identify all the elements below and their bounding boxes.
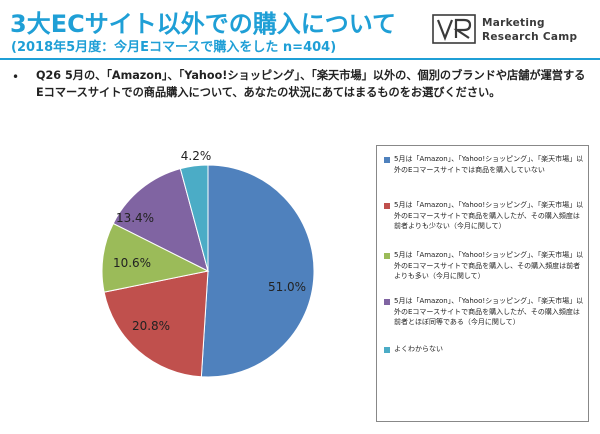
legend-label-5: よくわからない xyxy=(394,345,443,353)
question-bullet: • xyxy=(12,70,20,84)
logo-line1: Marketing xyxy=(482,17,545,29)
pie-slice-1 xyxy=(200,164,315,378)
pie-slice-2 xyxy=(103,270,209,378)
legend-label-2: 5月は「Amazon」、「Yahoo!ショッピング」、「楽天市場」以外のEコマー… xyxy=(394,201,584,231)
pie-slice-label-5: 4.2% xyxy=(181,149,212,163)
legend-label-3: 5月は「Amazon」、「Yahoo!ショッピング」、「楽天市場」以外のEコマー… xyxy=(394,251,584,281)
pie-slice-label-3: 10.6% xyxy=(113,256,151,270)
legend-swatch-1 xyxy=(384,157,390,163)
pie-slice-5 xyxy=(179,164,209,272)
pie-slice-4 xyxy=(112,168,209,272)
legend-swatch-2 xyxy=(384,203,390,209)
logo-text: Marketing Research Camp xyxy=(482,16,577,44)
pie-slice-3 xyxy=(101,222,210,293)
legend-swatch-4 xyxy=(384,299,390,305)
pie-slice-label-4: 13.4% xyxy=(116,211,154,225)
pie-labels: 51.0% 20.8% 10.6% 13.4% 4.2% xyxy=(113,149,306,333)
question-text: Q26 5月の、「Amazon」、「Yahoo!ショッピング」、「楽天市場」以外… xyxy=(36,69,586,99)
legend-label-1: 5月は「Amazon」、「Yahoo!ショッピング」、「楽天市場」以外のEコマー… xyxy=(394,155,584,174)
legend-swatch-3 xyxy=(384,253,390,259)
pie-chart: 51.0% 20.8% 10.6% 13.4% 4.2% xyxy=(101,149,315,378)
page-subtitle: (2018年5月度：今月Eコマースで購入をした n=404) xyxy=(11,40,337,55)
title-divider xyxy=(0,58,600,60)
pie-slice-label-2: 20.8% xyxy=(132,319,170,333)
logo-line2: Research Camp xyxy=(482,31,578,43)
legend-swatch-5 xyxy=(384,347,390,353)
legend-label-4: 5月は「Amazon」、「Yahoo!ショッピング」、「楽天市場」以外のEコマー… xyxy=(394,297,584,327)
pie-slices xyxy=(101,164,315,378)
pie-slice-label-1: 51.0% xyxy=(268,280,306,294)
logo-mark-icon xyxy=(432,14,476,44)
brand-logo: Marketing Research Camp xyxy=(432,14,600,46)
chart-legend: 5月は「Amazon」、「Yahoo!ショッピング」、「楽天市場」以外のEコマー… xyxy=(376,145,589,422)
page-title: 3大ECサイト以外での購入について xyxy=(10,10,396,38)
